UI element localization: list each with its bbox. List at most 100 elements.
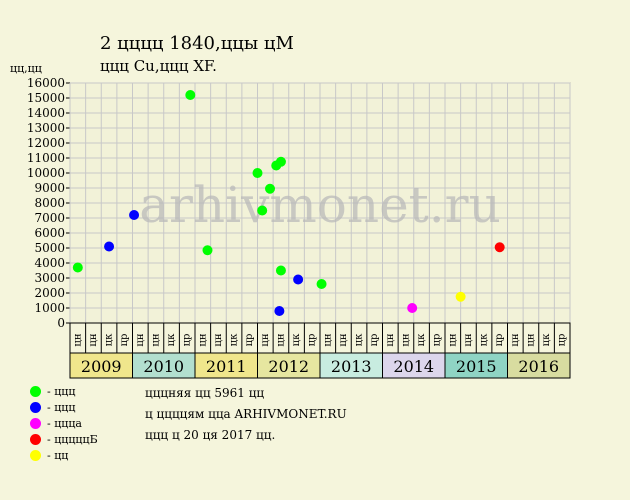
legend-marker-icon	[30, 385, 41, 397]
year-label: 2013	[331, 357, 372, 376]
month-label: цр	[557, 334, 568, 347]
legend-marker-icon	[30, 449, 41, 461]
month-label: цн	[463, 333, 474, 346]
y-tick-label: 8000	[34, 196, 65, 210]
month-label: цн	[213, 333, 224, 346]
year-label: 2009	[81, 357, 122, 376]
month-label: цн	[197, 333, 208, 346]
y-tick-label: 12000	[27, 136, 65, 150]
month-label: цн	[72, 333, 83, 346]
month-label: цн	[525, 333, 536, 346]
month-label: цк	[229, 333, 240, 346]
chart-subtitle: ццц Cu,ццц XF.	[100, 57, 217, 75]
year-label: 2016	[518, 357, 559, 376]
month-label: цк	[479, 333, 490, 346]
month-label: цн	[447, 333, 458, 346]
legend-item: - цц	[30, 447, 98, 463]
data-point	[455, 291, 466, 302]
month-label: цн	[135, 333, 146, 346]
y-tick-label: 5000	[34, 241, 65, 255]
y-tick-label: 9000	[34, 181, 65, 195]
legend-label: - цццццБ	[47, 432, 98, 446]
month-label: цн	[275, 333, 286, 346]
footer-line-1: цццняя цц 5961 цц	[145, 386, 265, 400]
data-point	[316, 279, 327, 289]
year-cell	[194, 352, 258, 379]
data-point	[407, 303, 418, 313]
month-label: цн	[260, 333, 271, 346]
month-label: цк	[354, 333, 365, 346]
legend-marker-icon	[30, 417, 41, 429]
data-point	[104, 241, 115, 252]
y-tick-label: 13000	[27, 121, 65, 135]
year-cell	[382, 352, 446, 379]
year-cell	[257, 352, 321, 379]
y-tick-label: 11000	[27, 151, 65, 165]
y-tick-label: 7000	[34, 211, 65, 225]
legend-item: - цццa	[30, 415, 98, 431]
legend-label: - ццц	[47, 400, 76, 414]
data-point	[252, 168, 263, 178]
watermark: arhivmonet.ru	[139, 176, 501, 234]
year-label: 2014	[393, 357, 434, 376]
month-label: цр	[119, 334, 130, 347]
month-label: цн	[385, 333, 396, 346]
year-label: 2012	[268, 357, 309, 376]
month-label: цр	[244, 334, 255, 347]
data-point	[265, 183, 275, 194]
month-label: цр	[432, 334, 443, 347]
month-label: цн	[322, 333, 333, 346]
legend-item: - цццццБ	[30, 431, 98, 447]
footer-line-2: ц ццццям цца ARHIVMONET.RU	[145, 407, 347, 421]
year-cell	[69, 352, 133, 379]
year-cell	[507, 352, 571, 379]
month-label: цк	[541, 333, 552, 346]
legend-item: - ццц	[30, 383, 98, 399]
y-tick-label: 14000	[27, 106, 65, 120]
month-label: цк	[416, 333, 427, 346]
month-label: цн	[510, 333, 521, 346]
month-label: цк	[104, 333, 115, 346]
legend-label: - цццa	[47, 416, 82, 430]
footer-line-3: ццц ц 20 ця 2017 цц.	[145, 428, 276, 442]
y-tick-label: 15000	[27, 91, 65, 105]
legend: - ццц - ццц - цццa - цццццБ - цц	[30, 383, 98, 463]
y-axis-unit-label: цц,цц	[10, 62, 42, 75]
data-point	[257, 205, 268, 216]
y-tick-label: 6000	[34, 226, 65, 240]
month-label: цк	[291, 333, 302, 346]
y-tick-label: 4000	[34, 256, 65, 270]
legend-marker-icon	[30, 401, 41, 413]
month-label: цн	[88, 333, 99, 346]
y-tick-label: 1000	[34, 301, 65, 315]
month-label: цр	[182, 334, 193, 347]
legend-marker-icon	[30, 433, 41, 445]
legend-item: - ццц	[30, 399, 98, 415]
data-point	[129, 210, 140, 220]
data-point	[274, 306, 285, 316]
legend-label: - ццц	[47, 384, 76, 398]
y-tick-label: 2000	[34, 286, 65, 300]
month-label: цн	[400, 333, 411, 346]
month-label: цк	[166, 333, 177, 346]
data-point	[494, 242, 505, 253]
footer-note: цццняя цц 5961 цц ц ццццям цца ARHIVMONE…	[145, 383, 347, 446]
year-label: 2011	[206, 357, 247, 376]
month-label: цр	[494, 334, 505, 347]
year-cell	[444, 352, 508, 379]
data-point	[275, 265, 286, 276]
data-point	[293, 274, 304, 285]
y-tick-label: 10000	[27, 166, 65, 180]
data-point	[202, 245, 213, 256]
data-point	[72, 262, 83, 273]
y-tick-label: 3000	[34, 271, 65, 285]
month-label: цр	[307, 334, 318, 347]
year-label: 2015	[456, 357, 497, 376]
y-tick-label: 16000	[27, 76, 65, 90]
y-tick-label: 0	[57, 316, 65, 330]
chart-title: 2 цццц 1840,ццы цМ	[100, 33, 294, 54]
month-label: цн	[338, 333, 349, 346]
data-point	[275, 156, 286, 167]
price-chart: 0100020003000400050006000700080009000100…	[27, 76, 571, 379]
month-label: цн	[150, 333, 161, 346]
